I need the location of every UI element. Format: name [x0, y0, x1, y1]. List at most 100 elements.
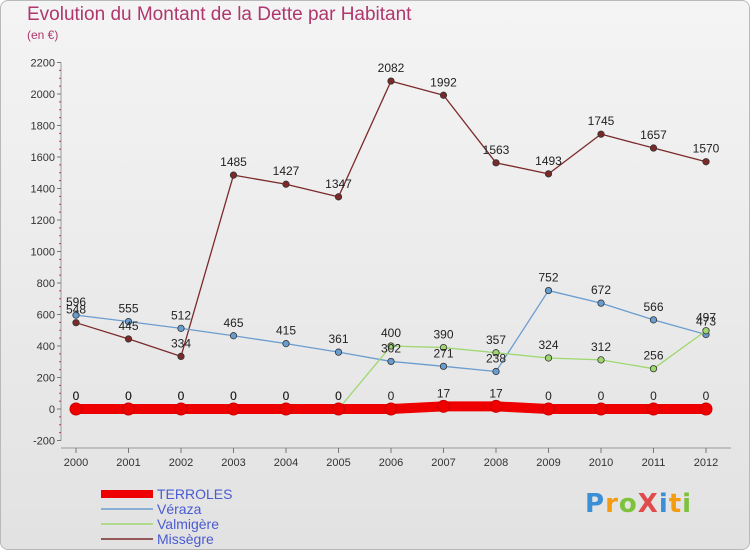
data-label: 1992	[430, 75, 457, 89]
data-label: 0	[388, 389, 395, 403]
data-point	[122, 402, 135, 416]
x-tick-label: 2011	[642, 457, 666, 469]
data-point	[69, 402, 83, 416]
x-tick-label: 2001	[116, 457, 140, 469]
x-tick-label: 2003	[221, 457, 245, 469]
data-label: 465	[223, 316, 243, 330]
data-label: 324	[538, 338, 558, 352]
proxiti-logo: ProXiti	[585, 489, 692, 519]
y-tick-label: 800	[37, 278, 55, 290]
data-label: 361	[328, 332, 348, 346]
y-tick-label: 1400	[31, 184, 55, 196]
logo-letter: i	[682, 489, 693, 519]
data-label: 596	[66, 295, 86, 309]
data-label: 271	[433, 346, 453, 360]
y-tick-label: 600	[37, 310, 55, 322]
x-tick-label: 2005	[326, 457, 350, 469]
data-point	[702, 158, 710, 166]
data-label: 672	[591, 283, 611, 297]
x-tick-label: 2012	[694, 457, 718, 469]
y-tick-label: 400	[37, 341, 55, 353]
data-point	[489, 399, 503, 413]
data-label: 2082	[378, 61, 405, 75]
data-point	[492, 349, 500, 357]
logo-letter: t	[668, 489, 683, 519]
data-label: 0	[283, 389, 290, 403]
data-label: 548	[66, 303, 86, 317]
data-point	[544, 286, 553, 295]
x-tick-label: 2006	[379, 457, 403, 469]
data-label: 555	[118, 302, 138, 316]
data-label: 0	[545, 389, 552, 403]
data-point	[597, 130, 605, 138]
x-tick-label: 2004	[274, 457, 298, 469]
data-label: 415	[276, 324, 296, 338]
data-label: 1745	[588, 114, 615, 128]
data-point	[387, 342, 395, 350]
data-label: 400	[381, 326, 401, 340]
data-label: 0	[73, 389, 80, 403]
legend-label: Valmigère	[157, 516, 219, 532]
data-label: 1493	[535, 154, 562, 168]
data-label: 1563	[483, 143, 510, 157]
y-tick-label: 2000	[31, 89, 55, 101]
data-point	[597, 356, 605, 364]
data-label: 0	[73, 389, 80, 403]
data-point	[702, 327, 710, 335]
data-point	[229, 171, 238, 179]
logo-letter: P	[585, 489, 606, 519]
data-label: 0	[125, 389, 132, 403]
data-label: 566	[643, 300, 663, 314]
data-label: 0	[178, 389, 185, 403]
data-point	[174, 402, 188, 416]
x-tick-label: 2000	[64, 457, 88, 469]
data-label: 473	[696, 315, 716, 329]
data-point	[544, 170, 553, 178]
x-tick-label: 2008	[484, 457, 508, 469]
data-point	[439, 362, 448, 370]
x-tick-label: 2007	[431, 457, 455, 469]
legend-label: TERROLES	[157, 486, 232, 502]
y-tick-label: -200	[33, 436, 55, 448]
data-label: 1485	[220, 155, 247, 169]
y-tick-label: 2200	[31, 58, 55, 70]
data-point	[649, 144, 658, 152]
y-tick-label: 0	[49, 404, 55, 416]
data-label: 0	[703, 389, 710, 403]
data-point	[492, 159, 500, 167]
data-point	[124, 317, 133, 326]
data-label: 1347	[325, 177, 352, 191]
data-label: 302	[381, 341, 401, 355]
logo-letter: i	[658, 489, 669, 519]
data-label: 312	[591, 340, 611, 354]
logo-letter: o	[618, 489, 638, 519]
data-label: 752	[538, 271, 558, 285]
y-tick-label: 200	[37, 373, 55, 385]
data-point	[334, 193, 343, 201]
data-point	[72, 319, 80, 327]
data-label: 17	[489, 386, 503, 400]
y-tick-label: 1200	[31, 215, 55, 227]
data-point	[384, 402, 398, 416]
data-point	[227, 402, 240, 416]
data-label: 0	[283, 389, 290, 403]
data-label: 0	[178, 389, 185, 403]
data-point	[439, 343, 448, 352]
legend-label: Missègre	[157, 531, 214, 547]
y-tick-label: 1600	[31, 152, 55, 164]
y-tick-label: 1000	[31, 247, 55, 259]
data-point	[177, 324, 185, 332]
y-tick-label: 1800	[31, 121, 55, 133]
data-label: 0	[125, 389, 132, 403]
x-tick-label: 2002	[169, 457, 193, 469]
data-point	[439, 91, 448, 99]
data-point	[387, 77, 395, 85]
data-label: 497	[696, 311, 716, 325]
data-point	[542, 402, 555, 416]
data-point	[279, 402, 293, 416]
data-label: 0	[230, 389, 237, 403]
data-label: 0	[598, 389, 605, 403]
data-point	[332, 402, 345, 416]
data-point	[229, 332, 238, 340]
